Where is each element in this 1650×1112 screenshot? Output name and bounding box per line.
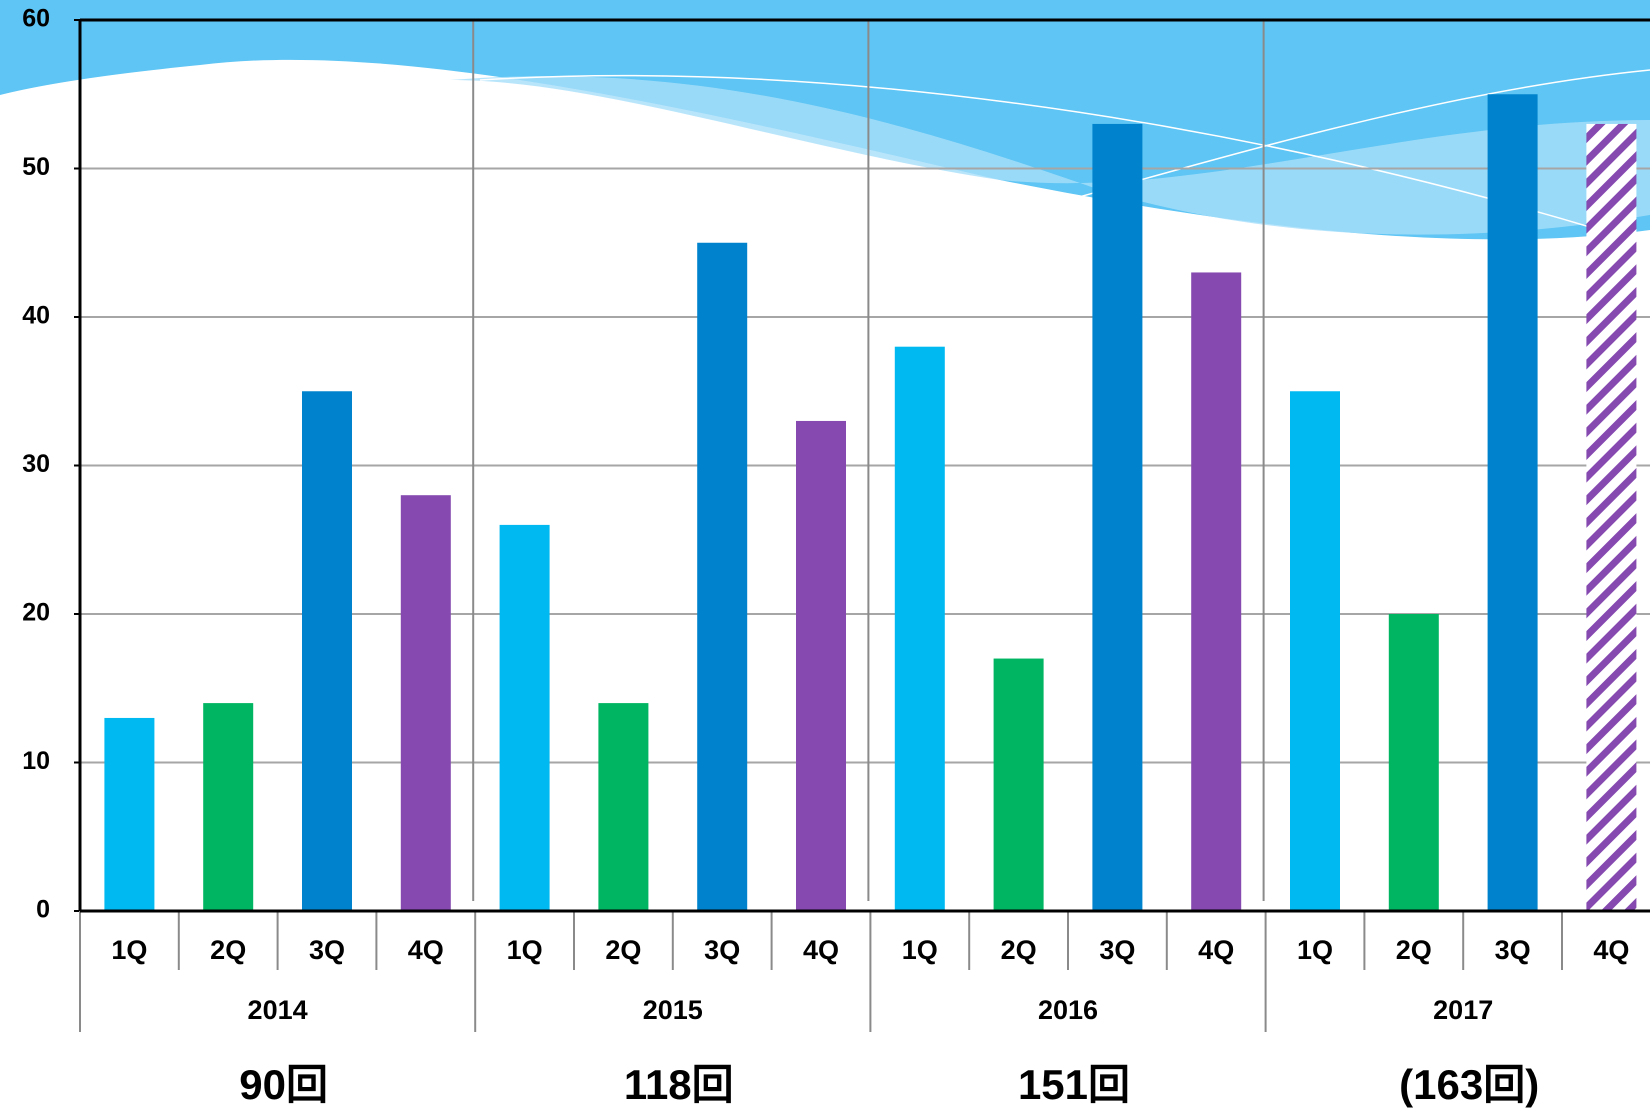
y-tick-label: 60 bbox=[22, 5, 50, 33]
x-tick-label: 1Q bbox=[902, 935, 938, 965]
x-tick-label: 3Q bbox=[1495, 935, 1531, 965]
group-label: 2017 bbox=[1433, 995, 1493, 1025]
y-tick-label: 40 bbox=[22, 302, 50, 330]
y-tick-label: 20 bbox=[22, 599, 50, 627]
background-wave bbox=[0, 0, 1650, 240]
x-tick-label: 2Q bbox=[605, 935, 641, 965]
bar bbox=[203, 703, 254, 911]
bar bbox=[1191, 272, 1242, 911]
y-tick-label: 10 bbox=[22, 747, 50, 775]
y-tick-label: 30 bbox=[22, 450, 50, 478]
group-total: 151回 bbox=[1018, 1061, 1130, 1108]
bar bbox=[894, 346, 945, 911]
x-tick-label: 1Q bbox=[1297, 935, 1333, 965]
group-total: (163回) bbox=[1399, 1061, 1539, 1108]
bar bbox=[1487, 94, 1538, 911]
x-tick-label: 2Q bbox=[210, 935, 246, 965]
group-total: 118回 bbox=[624, 1061, 734, 1108]
x-tick-label: 4Q bbox=[803, 935, 839, 965]
bar bbox=[1388, 614, 1439, 911]
bar bbox=[104, 717, 155, 911]
bar bbox=[1092, 123, 1143, 911]
x-tick-label: 1Q bbox=[507, 935, 543, 965]
bar bbox=[1290, 391, 1340, 911]
bar bbox=[1586, 123, 1637, 911]
x-tick-label: 3Q bbox=[1099, 935, 1135, 965]
bar bbox=[993, 658, 1044, 911]
bar bbox=[697, 242, 748, 911]
x-tick-label: 2Q bbox=[1001, 935, 1037, 965]
group-total: 90回 bbox=[239, 1061, 328, 1108]
x-tick-label: 4Q bbox=[1198, 935, 1234, 965]
bar bbox=[400, 495, 451, 911]
bar bbox=[598, 703, 649, 911]
group-label: 2014 bbox=[248, 995, 308, 1025]
x-tick-label: 3Q bbox=[309, 935, 345, 965]
x-tick-label: 2Q bbox=[1396, 935, 1432, 965]
bar bbox=[796, 420, 846, 911]
group-label: 2016 bbox=[1038, 995, 1098, 1025]
y-tick-label: 0 bbox=[36, 896, 50, 924]
x-tick-label: 3Q bbox=[704, 935, 740, 965]
bar bbox=[302, 391, 352, 911]
x-tick-label: 1Q bbox=[111, 935, 147, 965]
x-tick-label: 4Q bbox=[1593, 935, 1629, 965]
group-label: 2015 bbox=[643, 995, 703, 1025]
bar bbox=[499, 524, 550, 911]
x-tick-label: 4Q bbox=[408, 935, 444, 965]
y-tick-label: 50 bbox=[22, 153, 50, 181]
